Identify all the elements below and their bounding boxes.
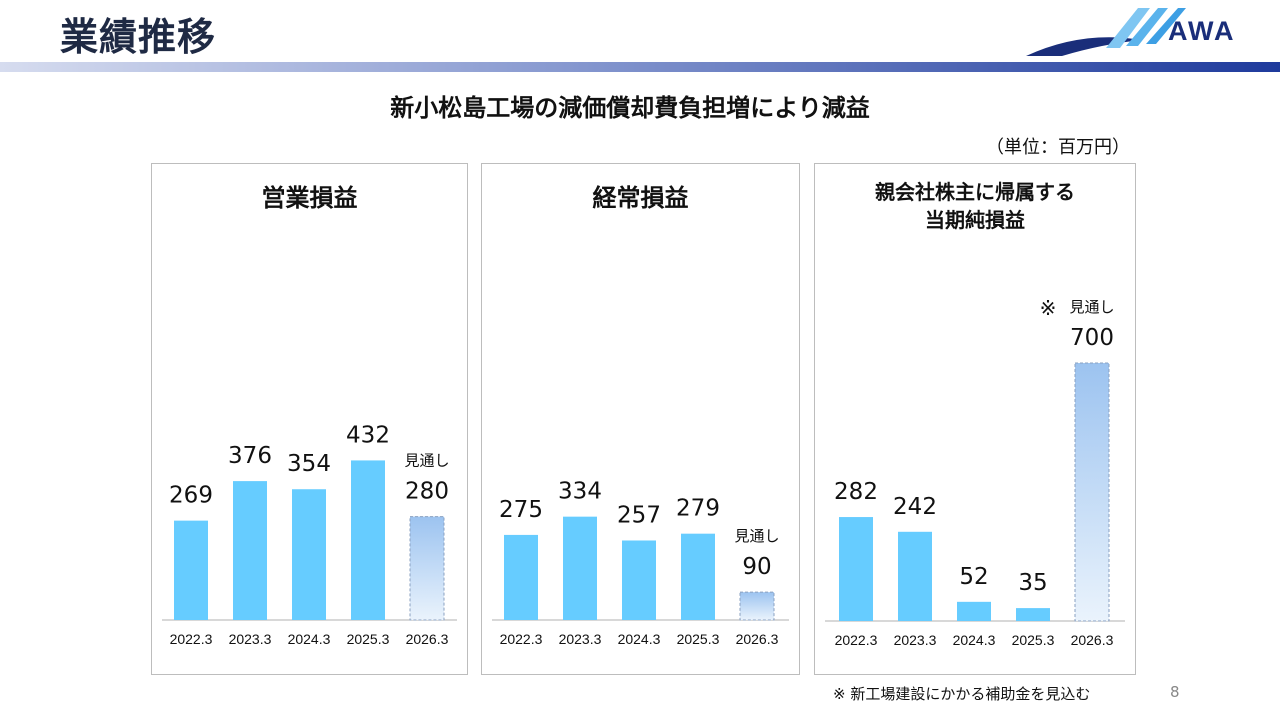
- bar: [681, 533, 715, 620]
- headline: 新小松島工場の減価償却費負担増により減益: [390, 94, 870, 122]
- forecast-label: 見通し: [404, 452, 449, 470]
- value-label: 280: [405, 479, 449, 505]
- value-label: 52: [959, 564, 988, 590]
- bar: [292, 489, 326, 620]
- bar: [174, 520, 208, 620]
- bar: [233, 481, 267, 620]
- bar: [957, 601, 991, 621]
- value-label: 354: [287, 451, 331, 477]
- category-label: 2024.3: [288, 631, 331, 647]
- value-label: 282: [834, 479, 878, 505]
- category-label: 2023.3: [894, 632, 937, 648]
- bar: [504, 534, 538, 620]
- chart-panel-ordinary-income: 経常損益 275 2022.3 334 2023.3 257 2024.3 279 2025.…: [481, 163, 800, 675]
- awa-logo-icon: [1026, 8, 1186, 56]
- chart-svg-0: 269 2022.3 376 2023.3 354 2024.3 432 2025.3 280 見…: [162, 422, 457, 647]
- value-label: 275: [499, 497, 543, 523]
- chart-panel-net-income: 親会社株主に帰属する 当期純損益 282 2022.3 242 2023.3 52 202…: [814, 163, 1136, 675]
- category-label: 2026.3: [406, 631, 449, 647]
- bar: [622, 540, 656, 620]
- chart-svg-1: 275 2022.3 334 2023.3 257 2024.3 279 2025.3 90 見通…: [492, 479, 789, 647]
- value-label: 90: [742, 554, 771, 580]
- forecast-bar: [409, 516, 445, 621]
- category-label: 2023.3: [559, 631, 602, 647]
- category-label: 2024.3: [618, 631, 661, 647]
- category-label: 2022.3: [835, 632, 878, 648]
- category-label: 2026.3: [1071, 632, 1114, 648]
- value-label: 35: [1018, 570, 1047, 596]
- bar: [351, 460, 385, 620]
- category-label: 2022.3: [500, 631, 543, 647]
- value-label: 334: [558, 479, 602, 505]
- category-label: 2024.3: [953, 632, 996, 648]
- bar: [1016, 608, 1050, 621]
- category-label: 2022.3: [170, 631, 213, 647]
- chart-title: 営業損益: [261, 184, 358, 212]
- page-number: 8: [1170, 683, 1180, 701]
- chart-title: 経常損益: [592, 184, 689, 212]
- forecast-bar: [739, 591, 775, 621]
- header-band: [0, 62, 1280, 72]
- forecast-label: 見通し: [734, 527, 779, 545]
- value-label: 432: [346, 422, 390, 448]
- category-label: 2025.3: [1012, 632, 1055, 648]
- value-label: 376: [228, 443, 272, 469]
- category-label: 2023.3: [229, 631, 272, 647]
- category-label: 2025.3: [677, 631, 720, 647]
- value-label: 257: [617, 502, 661, 528]
- note-marker: ※: [1040, 296, 1057, 320]
- chart-panel-operating-income: 営業損益 269 2022.3 376 2023.3 354 2024.3 432 2025.…: [151, 163, 468, 675]
- chart-title-line-1: 親会社株主に帰属する: [875, 180, 1075, 204]
- chart-title-line-2: 当期純損益: [925, 208, 1025, 232]
- bar: [898, 531, 932, 621]
- logo-text: AWA: [1168, 16, 1236, 46]
- value-label: 269: [169, 483, 213, 509]
- value-label: 279: [676, 496, 720, 522]
- bar: [563, 516, 597, 620]
- forecast-bar: [1074, 362, 1110, 622]
- bar: [839, 517, 873, 621]
- category-label: 2025.3: [347, 631, 390, 647]
- value-label: 242: [893, 494, 937, 520]
- slide-title: 業績推移: [60, 15, 217, 59]
- chart-svg-2: 282 2022.3 242 2023.3 52 2024.3 35 2025.3 700 見通し…: [825, 296, 1125, 648]
- footnote: ※ 新工場建設にかかる補助金を見込む: [833, 685, 1091, 703]
- forecast-label: 見通し: [1069, 298, 1114, 316]
- category-label: 2026.3: [736, 631, 779, 647]
- value-label: 700: [1070, 325, 1114, 351]
- unit-label: （単位：百万円）: [986, 137, 1130, 158]
